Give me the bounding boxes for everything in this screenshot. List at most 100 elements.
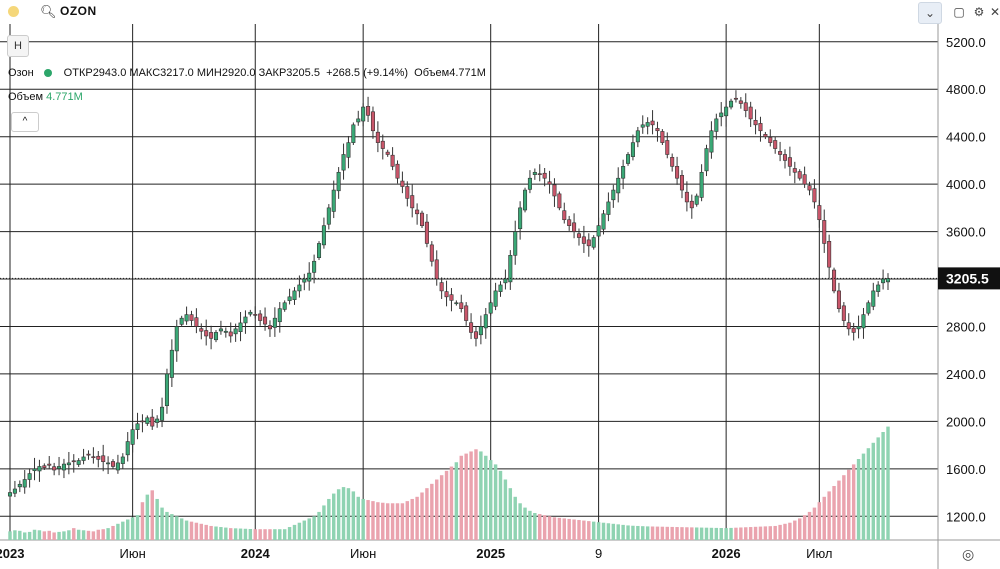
volume-bar xyxy=(229,528,233,540)
candle-body xyxy=(115,462,120,471)
candle-body xyxy=(243,316,248,324)
candle-body xyxy=(557,193,562,209)
candle-body xyxy=(562,210,567,221)
candle-body xyxy=(76,460,81,465)
candle-body xyxy=(714,118,719,132)
candle-body xyxy=(665,140,670,155)
volume-amount: 4.771M xyxy=(46,91,83,103)
candle-body xyxy=(738,100,743,104)
candle-body xyxy=(473,331,478,339)
candle-body xyxy=(871,290,876,307)
volume-bar xyxy=(694,527,699,540)
volume-bar xyxy=(861,453,866,540)
candle-body xyxy=(91,456,96,459)
candle-body xyxy=(307,272,312,282)
candle-body xyxy=(787,157,792,167)
candle-body xyxy=(390,154,395,167)
volume-bar xyxy=(881,432,885,540)
volume-bar xyxy=(184,520,189,540)
candle-body xyxy=(743,102,748,111)
volume-bar xyxy=(596,522,601,540)
close-icon[interactable]: ✕ xyxy=(989,5,1000,19)
volume-bar xyxy=(371,501,375,540)
volume-bar xyxy=(641,526,645,540)
candle-body xyxy=(675,166,680,179)
candle-body xyxy=(881,278,886,284)
square-icon[interactable]: ▢ xyxy=(953,5,965,19)
y-tick-label: 1200.0 xyxy=(946,509,986,524)
candle-body xyxy=(81,456,86,461)
volume-bar xyxy=(47,530,51,540)
candle-body xyxy=(763,134,768,137)
symbol-input[interactable]: OZON xyxy=(60,4,97,18)
x-tick-label: 9 xyxy=(595,546,602,561)
volume-bar xyxy=(121,521,125,540)
candle-body xyxy=(316,243,322,258)
collapse-button[interactable]: ^ xyxy=(11,112,39,132)
candle-body xyxy=(189,314,194,321)
volume-bar xyxy=(366,500,370,540)
candle-body xyxy=(292,290,297,300)
x-tick-label: Июн xyxy=(350,546,376,561)
volume-bar xyxy=(714,527,719,540)
volume-bar xyxy=(67,530,71,540)
volume-bar xyxy=(587,521,591,540)
candle-body xyxy=(258,313,263,321)
candle-body xyxy=(282,302,287,310)
candle-body xyxy=(748,106,753,120)
candle-body xyxy=(483,314,488,329)
candle-body xyxy=(375,131,380,143)
candle-body xyxy=(660,131,665,143)
candle-body xyxy=(370,111,375,132)
candle-body xyxy=(204,330,209,337)
volume-bar xyxy=(650,526,655,540)
settings-icon[interactable]: ◎ xyxy=(962,546,975,562)
volume-bar xyxy=(165,511,169,540)
volume-bar xyxy=(724,528,728,540)
volume-bar xyxy=(498,470,503,540)
candle-body xyxy=(488,302,493,314)
volume-bar xyxy=(96,529,101,540)
candle-body xyxy=(71,460,76,463)
volume-bar xyxy=(797,518,802,540)
candle-body xyxy=(179,317,184,325)
hide-button[interactable]: H xyxy=(7,35,29,57)
volume-bar xyxy=(170,514,174,540)
volume-bar xyxy=(209,525,213,540)
candle-body xyxy=(66,462,71,466)
candle-body xyxy=(812,188,817,203)
candle-body xyxy=(846,322,851,330)
candle-body xyxy=(621,166,626,179)
candle-body xyxy=(346,142,351,158)
candle-body xyxy=(699,171,704,198)
volume-bar xyxy=(758,526,763,540)
candle-body xyxy=(513,231,518,256)
volume-bar xyxy=(817,502,822,540)
candle-body xyxy=(312,260,317,273)
volume-bar xyxy=(528,510,532,540)
gear-icon[interactable]: ⚙ xyxy=(973,5,985,19)
volume-bar xyxy=(616,524,620,540)
x-tick-label: Июн xyxy=(119,546,145,561)
volume-bar xyxy=(822,496,826,540)
search-icon[interactable]: 🔍︎ xyxy=(40,4,57,19)
candle-body xyxy=(856,326,861,330)
candle-body xyxy=(405,186,410,199)
volume-bar xyxy=(435,479,439,540)
candle-body xyxy=(248,311,253,315)
volume-bar xyxy=(690,527,694,540)
candle-body xyxy=(782,154,788,161)
candle-body xyxy=(459,302,464,309)
volume-bar xyxy=(273,529,277,540)
window-dot-icon xyxy=(8,6,19,17)
volume-bar xyxy=(233,528,238,540)
chevron-down-icon[interactable]: ⌄ xyxy=(918,2,942,24)
volume-bar xyxy=(449,466,454,540)
candle-body xyxy=(704,148,709,172)
volume-legend: Объем 4.771M xyxy=(8,91,83,103)
high-value: МАКС3217.0 xyxy=(129,67,194,79)
candle-body xyxy=(331,189,336,212)
volume-bar xyxy=(27,531,32,540)
volume-bar xyxy=(459,455,463,540)
